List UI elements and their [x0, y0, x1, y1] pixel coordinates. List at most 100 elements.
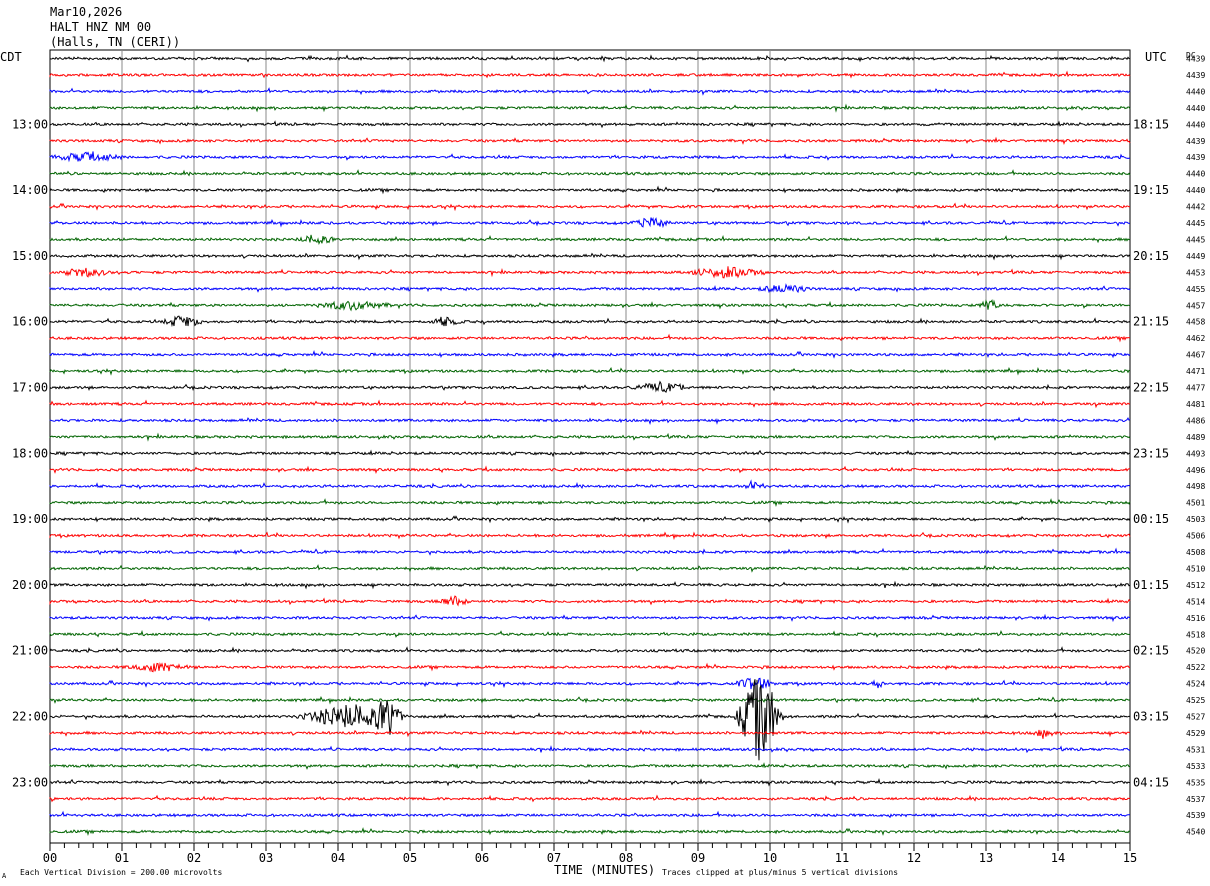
- right-hour-label: 00:15: [1133, 512, 1169, 526]
- header-location: (Halls, TN (CERI)): [50, 35, 180, 49]
- x-tick-label: 15: [1123, 851, 1137, 865]
- dc-offset-label: 4440: [1186, 87, 1205, 96]
- dc-offset-label: 4457: [1186, 301, 1205, 310]
- header-station: HALT HNZ NM 00: [50, 20, 151, 34]
- x-tick-label: 08: [619, 851, 633, 865]
- vertical-gridlines: [121, 50, 1059, 843]
- trace-line-41: [49, 729, 1131, 739]
- right-timezone-label: UTC: [1145, 50, 1167, 64]
- x-tick-label: 10: [763, 851, 777, 865]
- dc-offset-label: 4481: [1186, 400, 1205, 409]
- dc-offset-label: 4540: [1186, 828, 1205, 837]
- trace-line-29: [49, 531, 1131, 541]
- dc-offset-label: 4455: [1186, 285, 1205, 294]
- x-tick-label: 11: [835, 851, 849, 865]
- x-axis: 00 01 02 03 04 05 06 07 08 09 10 11 12 13 14 15: [43, 843, 1137, 865]
- dc-offset-label: 4518: [1186, 630, 1205, 639]
- dc-offset-label: 4529: [1186, 729, 1205, 738]
- dc-offset-labels: 4439 4439 4440 4440 4440 4439 4439 4440 4440 4442…: [1186, 55, 1205, 837]
- dc-offset-label: 4510: [1186, 564, 1205, 573]
- x-tick-label: 05: [403, 851, 417, 865]
- right-hour-label: 01:15: [1133, 578, 1169, 592]
- trace-line-19: [49, 366, 1131, 376]
- dc-offset-label: 4537: [1186, 795, 1205, 804]
- dc-offset-label: 4514: [1186, 597, 1205, 606]
- trace-line-12: [49, 252, 1131, 261]
- dc-offset-label: 4506: [1186, 532, 1205, 541]
- x-axis-title: TIME (MINUTES): [554, 863, 655, 877]
- trace-line-33: [49, 595, 1131, 607]
- dc-offset-label: 4449: [1186, 252, 1205, 261]
- trace-line-17: [49, 333, 1131, 343]
- dc-offset-label: 4489: [1186, 433, 1205, 442]
- trace-line-24: [49, 449, 1131, 458]
- dc-column-label: DC: [1186, 51, 1196, 60]
- dc-offset-label: 4467: [1186, 351, 1205, 360]
- right-hour-label: 22:15: [1133, 381, 1169, 395]
- dc-offset-label: 4516: [1186, 614, 1205, 623]
- left-hour-label: 17:00: [12, 381, 48, 395]
- left-hour-label: 20:00: [12, 578, 48, 592]
- dc-offset-label: 4471: [1186, 367, 1205, 376]
- trace-line-0: [49, 54, 1131, 63]
- x-tick-label: 14: [1051, 851, 1065, 865]
- dc-offset-label: 4524: [1186, 680, 1205, 689]
- dc-offset-label: 4439: [1186, 55, 1205, 64]
- left-hour-label: 21:00: [12, 644, 48, 658]
- trace-line-44: [49, 778, 1131, 787]
- scale-note: Each Vertical Division = 200.00 microvol…: [20, 868, 222, 877]
- trace-line-34: [49, 613, 1131, 623]
- trace-line-40: [49, 679, 1131, 761]
- trace-line-39: [49, 695, 1131, 705]
- dc-offset-label: 4493: [1186, 449, 1205, 458]
- x-tick-label: 13: [979, 851, 993, 865]
- trace-line-22: [49, 416, 1131, 426]
- dc-offset-label: 4440: [1186, 186, 1205, 195]
- trace-line-11: [49, 234, 1131, 245]
- right-hour-label: 21:15: [1133, 315, 1169, 329]
- x-tick-label: 06: [475, 851, 489, 865]
- left-hour-label: 19:00: [12, 512, 48, 526]
- trace-line-31: [49, 564, 1131, 573]
- trace-line-28: [49, 515, 1131, 524]
- dc-offset-label: 4458: [1186, 318, 1205, 327]
- right-hour-label: 04:15: [1133, 775, 1169, 789]
- left-hour-label: 13:00: [12, 117, 48, 131]
- right-hour-label: 23:15: [1133, 446, 1169, 460]
- x-tick-label: 12: [907, 851, 921, 865]
- trace-line-26: [49, 479, 1131, 490]
- trace-line-9: [49, 202, 1131, 212]
- header-date: Mar10,2026: [50, 5, 122, 19]
- left-hour-label: 14:00: [12, 183, 48, 197]
- trace-line-42: [49, 745, 1131, 754]
- trace-line-1: [49, 70, 1131, 79]
- trace-line-21: [49, 399, 1131, 409]
- trace-line-43: [49, 762, 1131, 770]
- dc-offset-label: 4498: [1186, 482, 1205, 491]
- trace-line-32: [49, 580, 1131, 590]
- plot-frame: [49, 49, 1131, 844]
- trace-line-38: [49, 677, 1131, 690]
- x-tick-label: 01: [115, 851, 129, 865]
- dc-offset-label: 4520: [1186, 647, 1205, 656]
- x-tick-label: 07: [547, 851, 561, 865]
- right-hour-label: 20:15: [1133, 249, 1169, 263]
- dc-offset-label: 4440: [1186, 120, 1205, 129]
- trace-line-15: [49, 299, 1131, 312]
- dc-offset-label: 4442: [1186, 203, 1205, 212]
- dc-offset-label: 4508: [1186, 548, 1205, 557]
- dc-offset-label: 4539: [1186, 811, 1205, 820]
- dc-offset-label: 4453: [1186, 268, 1205, 277]
- right-hour-label: 18:15: [1133, 117, 1169, 131]
- trace-line-30: [49, 547, 1131, 556]
- trace-line-10: [49, 216, 1130, 229]
- trace-line-5: [49, 136, 1131, 145]
- dc-offset-label: 4445: [1186, 235, 1205, 244]
- trace-line-3: [49, 103, 1131, 113]
- trace-line-6: [49, 151, 1131, 163]
- dc-offset-label: 4527: [1186, 713, 1205, 722]
- dc-offset-label: 4439: [1186, 137, 1205, 146]
- dc-offset-label: 4533: [1186, 762, 1205, 771]
- trace-line-18: [49, 349, 1131, 359]
- dc-offset-label: 4439: [1186, 153, 1205, 162]
